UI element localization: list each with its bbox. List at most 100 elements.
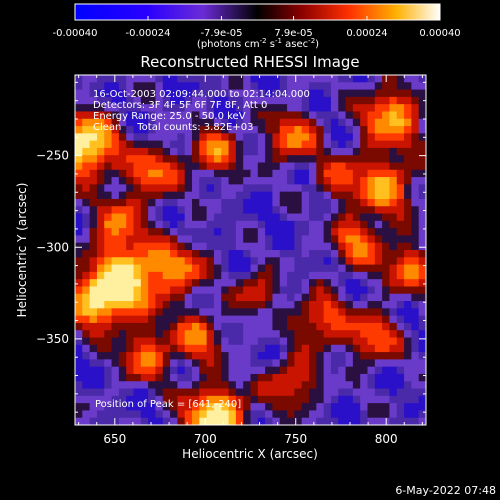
heatmap-cell [360, 213, 369, 222]
heatmap-cell [309, 417, 317, 425]
heatmap-cell [367, 198, 376, 207]
heatmap-cell [404, 228, 412, 237]
heatmap-cell [177, 228, 186, 237]
heatmap-cell [323, 373, 332, 382]
heatmap-cell [367, 293, 376, 302]
heatmap-cell [111, 417, 120, 425]
heatmap-cell [250, 359, 259, 368]
heatmap-cell [184, 147, 193, 156]
heatmap-cell [250, 388, 259, 397]
heatmap-cell [206, 169, 215, 178]
heatmap-cell [148, 381, 157, 390]
heatmap-cell [82, 373, 91, 382]
heatmap-cell [309, 162, 317, 171]
heatmap-cell [382, 344, 391, 353]
heatmap-cell [272, 330, 281, 339]
heatmap-cell [221, 417, 230, 425]
heatmap-cell [89, 308, 98, 317]
heatmap-cell [177, 184, 186, 193]
heatmap-cell [250, 417, 259, 425]
heatmap-cell [192, 198, 200, 207]
heatmap-cell [96, 257, 105, 266]
heatmap-cell [418, 308, 426, 317]
heatmap-cell [294, 257, 303, 266]
heatmap-cell [294, 198, 303, 207]
heatmap-cell [118, 293, 127, 302]
heatmap-cell [382, 89, 391, 98]
heatmap-cell [272, 235, 281, 244]
heatmap-cell [382, 147, 391, 156]
heatmap-cell [374, 235, 383, 244]
heatmap-cell [316, 140, 325, 149]
heatmap-cell [162, 75, 171, 83]
heatmap-cell [257, 213, 266, 222]
heatmap-cell [404, 286, 412, 295]
heatmap-cell [162, 155, 171, 164]
heatmap-cell [228, 250, 237, 258]
heatmap-cell [177, 417, 186, 425]
heatmap-cell [140, 213, 149, 222]
heatmap-cell [155, 330, 164, 339]
heatmap-cell [411, 213, 420, 222]
heatmap-cell [265, 330, 274, 339]
heatmap-cell [184, 184, 193, 193]
heatmap-cell [287, 213, 295, 222]
heatmap-cell [82, 104, 91, 113]
heatmap-cell [177, 359, 186, 368]
heatmap-cell [279, 140, 288, 149]
heatmap-cell [148, 293, 157, 302]
heatmap-cell [279, 359, 288, 368]
heatmap-cell [184, 140, 193, 149]
heatmap-cell [126, 213, 135, 222]
heatmap-cell [287, 322, 295, 331]
colorbar-tick-labels: -0.00040 -0.00024 -7.9e-05 7.9e-05 0.00024 0.… [53, 28, 461, 39]
heatmap-cell [221, 279, 230, 288]
heatmap-cell [96, 169, 105, 178]
heatmap-cell [360, 381, 369, 390]
heatmap-cell [272, 293, 281, 302]
heatmap-cell [338, 126, 347, 134]
heatmap-cell [338, 250, 347, 258]
heatmap-cell [235, 220, 244, 229]
heatmap-cell [126, 184, 135, 193]
heatmap-cell [162, 126, 171, 134]
heatmap-cell [118, 257, 127, 266]
heatmap-cell [338, 271, 347, 280]
heatmap-cell [155, 250, 164, 258]
heatmap-cell [330, 410, 339, 419]
heatmap-cell [257, 250, 266, 258]
heatmap-cell [162, 169, 171, 178]
heatmap-cell [228, 220, 237, 229]
heatmap-cell [294, 279, 303, 288]
heatmap-cell [345, 344, 354, 353]
heatmap-cell [265, 228, 274, 237]
heatmap-cell [411, 366, 420, 375]
heatmap-cell [265, 162, 274, 171]
heatmap-cell [411, 322, 420, 331]
heatmap-cell [396, 271, 405, 280]
heatmap-cell [228, 366, 237, 375]
heatmap-cell [104, 344, 113, 353]
heatmap-cell [96, 220, 105, 229]
heatmap-cell [133, 177, 142, 185]
heatmap-cell [382, 155, 391, 164]
heatmap-cell [265, 133, 274, 142]
heatmap-cell [323, 403, 332, 412]
heatmap-cell [104, 155, 113, 164]
heatmap-cell [89, 403, 98, 412]
heatmap-cell [374, 155, 383, 164]
heatmap-cell [199, 322, 208, 331]
heatmap-cell [82, 220, 91, 229]
heatmap-cell [338, 177, 347, 185]
heatmap-cell [360, 104, 369, 113]
heatmap-cell [352, 250, 361, 258]
heatmap-cell [265, 206, 274, 215]
heatmap-cell [206, 184, 215, 193]
heatmap-cell [309, 133, 317, 142]
heatmap-cell [75, 82, 83, 91]
heatmap-cell [140, 162, 149, 171]
heatmap-cell [118, 213, 127, 222]
heatmap-cell [221, 198, 230, 207]
heatmap-cell [82, 388, 91, 397]
heatmap-cell [140, 206, 149, 215]
